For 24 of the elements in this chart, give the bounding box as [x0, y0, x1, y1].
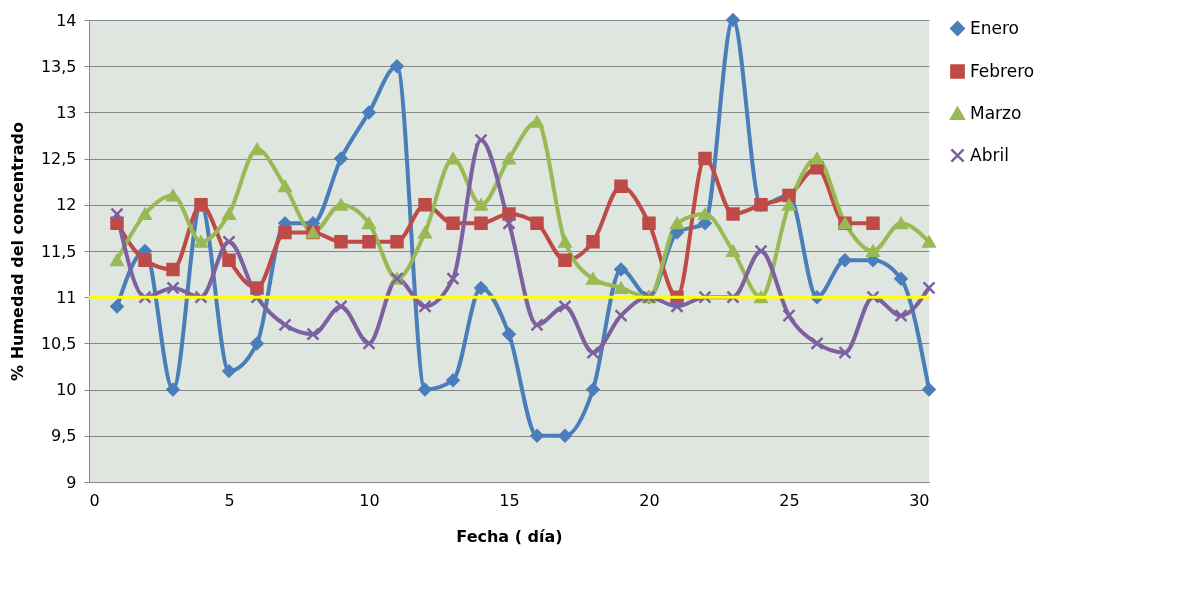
x-tick-label: 15 — [499, 490, 520, 510]
y-tick-label: 12,5 — [40, 149, 77, 169]
y-tick-label: 13,5 — [40, 56, 77, 76]
y-axis-title: % Humedad del concentrado — [7, 122, 27, 381]
x-tick-label: 0 — [89, 490, 100, 510]
x-tick-label: 10 — [359, 490, 380, 510]
legend-label: Enero — [970, 17, 1019, 38]
y-tick-label: 10 — [56, 380, 77, 400]
y-tick-label: 14 — [56, 10, 77, 30]
y-tick-label: 9,5 — [51, 426, 77, 446]
legend-label: Marzo — [970, 102, 1022, 123]
y-tick-label: 12 — [56, 195, 77, 215]
y-tick-label: 11 — [56, 287, 77, 307]
x-tick-label: 25 — [779, 490, 800, 510]
x-tick-label: 5 — [224, 490, 235, 510]
y-tick-label: 13 — [56, 102, 77, 122]
x-tick-label: 20 — [639, 490, 660, 510]
x-axis-title: Fecha ( día) — [456, 526, 563, 546]
legend-label: Febrero — [970, 60, 1035, 81]
y-tick-label: 10,5 — [40, 333, 77, 353]
y-tick-label: 9 — [66, 472, 77, 492]
x-tick-label: 30 — [909, 490, 930, 510]
y-tick-label: 11,5 — [40, 241, 77, 261]
legend-label: Abril — [970, 144, 1009, 165]
